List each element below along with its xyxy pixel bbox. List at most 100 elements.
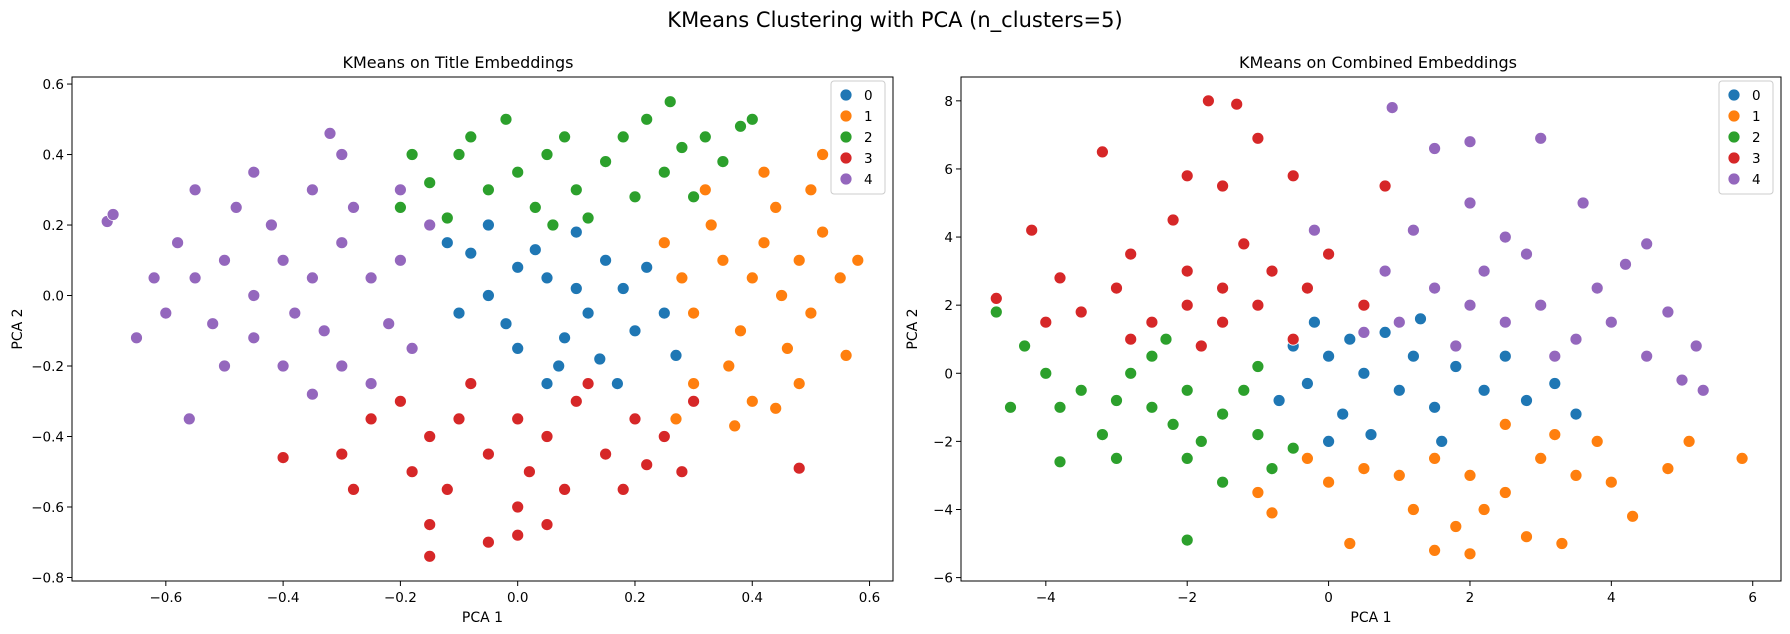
cluster-0-point: [481, 218, 495, 232]
cluster-4-point: [188, 183, 202, 197]
legend-label-2: 2: [1752, 130, 1761, 146]
cluster-2-point: [405, 148, 419, 161]
y-tick-label: 0: [944, 366, 953, 382]
cluster-1-point: [1428, 451, 1441, 465]
cluster-2-point: [1194, 434, 1208, 448]
cluster-2-point: [1180, 533, 1194, 547]
cluster-4-point: [1463, 196, 1477, 210]
cluster-4-point: [1534, 131, 1548, 145]
x-tick-label: 0.2: [624, 590, 645, 606]
cluster-4-point: [106, 208, 120, 221]
cluster-1-point: [792, 253, 806, 267]
legend-marker-4: [839, 172, 853, 186]
legend-box: [830, 80, 886, 195]
cluster-2-point: [440, 211, 454, 225]
cluster-3-point: [540, 430, 554, 443]
cluster-2-point: [1039, 366, 1053, 380]
cluster-0-point: [1336, 407, 1350, 421]
cluster-2-point: [1110, 394, 1123, 407]
cluster-2-point: [1145, 400, 1159, 414]
cluster-1-point: [669, 412, 683, 426]
cluster-1-point: [1265, 506, 1279, 520]
cluster-2-point: [628, 190, 642, 204]
cluster-1-point: [1477, 503, 1491, 516]
cluster-4-point: [218, 253, 231, 267]
cluster-3-point: [1216, 179, 1229, 193]
cluster-3-point: [335, 447, 349, 461]
x-axis-label: PCA 1: [462, 610, 503, 626]
cluster-4-point: [1428, 142, 1441, 155]
legend-label-4: 4: [1752, 172, 1761, 188]
cluster-0-point: [611, 377, 624, 391]
legend-label-3: 3: [864, 151, 873, 167]
legend-label-0: 0: [1752, 88, 1761, 104]
cluster-2-point: [499, 112, 513, 126]
cluster-3-point: [511, 528, 525, 542]
cluster-3-point: [657, 430, 671, 443]
cluster-4-point: [347, 200, 360, 214]
cluster-3-point: [558, 482, 571, 496]
cluster-3-point: [1378, 179, 1392, 193]
cluster-1-point: [1463, 547, 1477, 561]
cluster-2-point: [511, 165, 525, 179]
axes-frame: [71, 76, 894, 582]
cluster-2-point: [640, 112, 654, 126]
cluster-1-point: [1534, 451, 1548, 465]
cluster-1-point: [804, 306, 818, 320]
cluster-2-point: [698, 130, 712, 144]
y-tick-label: 0.0: [43, 289, 64, 305]
cluster-2-point: [558, 130, 571, 144]
cluster-3-point: [792, 461, 806, 475]
y-tick-label: −2: [933, 434, 953, 450]
cluster-2-point: [1074, 383, 1088, 397]
cluster-0-point: [1308, 315, 1321, 329]
cluster-1-point: [1520, 530, 1533, 544]
cluster-4-point: [1520, 247, 1533, 261]
y-tick-label: −4: [933, 502, 953, 518]
x-tick-label: −2: [1177, 590, 1197, 606]
cluster-4-point: [276, 253, 290, 267]
cluster-3-point: [1230, 97, 1244, 111]
cluster-1-point: [757, 165, 771, 179]
cluster-4-point: [229, 200, 243, 214]
cluster-4-point: [1463, 135, 1477, 149]
cluster-3-point: [1251, 131, 1265, 145]
legend-marker-3: [1727, 151, 1741, 165]
cluster-2-point: [1237, 383, 1251, 397]
cluster-2-point: [452, 148, 466, 161]
cluster-1-point: [722, 359, 736, 373]
cluster-1-point: [657, 236, 671, 250]
cluster-1-point: [687, 377, 700, 391]
ticks-layer: −4 −2 0 2 4 6 −6 −4 −2 0 2 4 6 8: [933, 94, 1757, 606]
cluster-3-point: [1145, 315, 1159, 329]
cluster-0-point: [511, 260, 525, 274]
cluster-4-point: [1640, 237, 1654, 251]
cluster-4-point: [159, 306, 173, 320]
cluster-4-point: [1661, 305, 1675, 319]
cluster-0-point: [581, 306, 595, 320]
legend-box: [1718, 80, 1774, 195]
cluster-0-point: [1364, 428, 1378, 442]
cluster-0-point: [528, 243, 542, 257]
x-tick-label: 4: [1607, 590, 1616, 606]
legend-label-1: 1: [1752, 109, 1761, 125]
cluster-4-point: [1378, 264, 1392, 278]
cluster-2-point: [1265, 462, 1279, 476]
legend-marker-0: [1727, 88, 1741, 102]
legend-label-3: 3: [1752, 151, 1761, 167]
x-tick-label: −0.4: [267, 590, 300, 606]
y-axis-label: PCA 2: [905, 308, 921, 349]
legend-marker-3: [839, 151, 853, 165]
cluster-3-point: [511, 500, 525, 514]
cluster-3-point: [523, 465, 536, 479]
cluster-1-point: [687, 306, 700, 320]
chart-panel-combined-embeddings: KMeans on Combined Embeddings −4 −2 0 2 4 6 −6…: [905, 53, 1782, 626]
cluster-1-point: [728, 419, 742, 433]
cluster-2-point: [663, 95, 677, 109]
cluster-4-point: [305, 183, 319, 197]
legend: 0 1 2 3 4: [830, 80, 886, 195]
cluster-4-point: [382, 317, 396, 331]
y-tick-label: 4: [944, 230, 953, 246]
y-tick-label: −0.8: [31, 570, 64, 586]
